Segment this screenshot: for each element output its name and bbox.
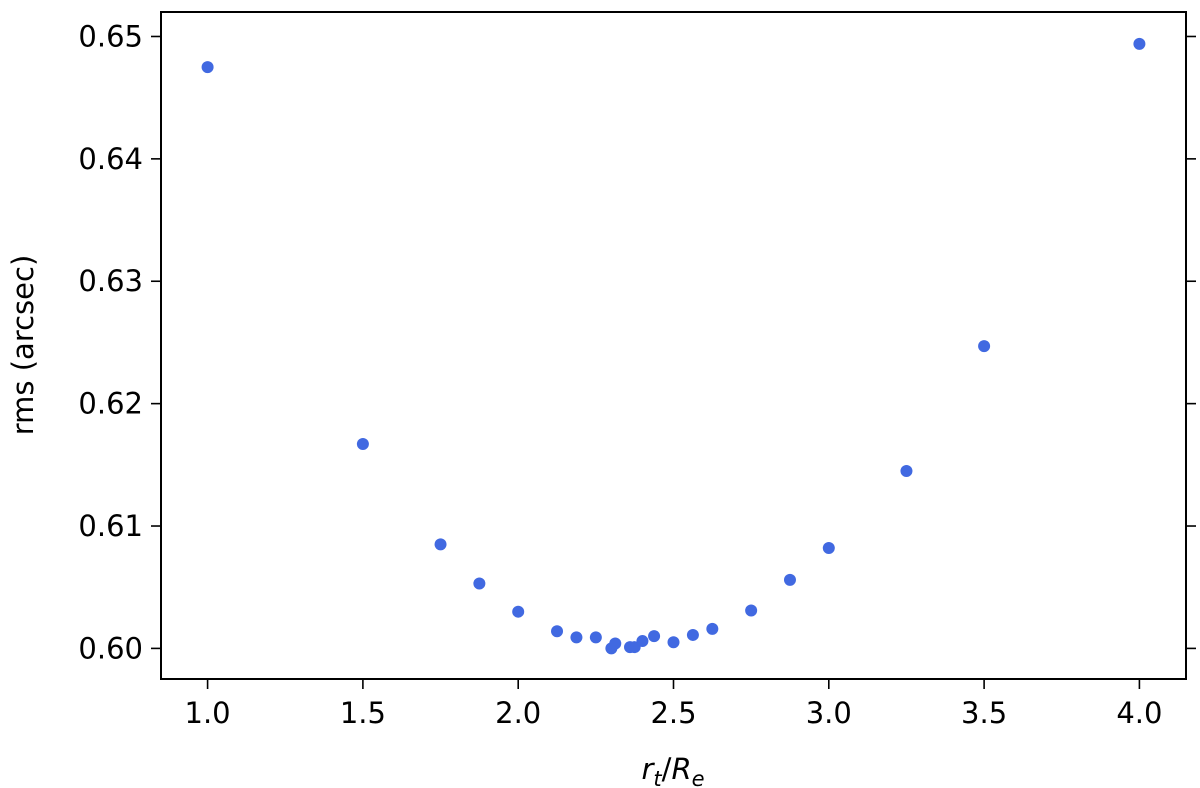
- y-axis-label: rms (arcsec): [6, 255, 40, 436]
- x-tick-label: 4.0: [1116, 696, 1162, 730]
- axis-ticks: 1.0 1.5 2.0 2.5 3.0 3.5 4.0 0.60 0.61 0.62 0.63 0.6…: [78, 19, 1196, 730]
- data-point: [201, 61, 214, 74]
- data-point: [609, 637, 622, 650]
- x-tick-label: 3.0: [806, 696, 852, 730]
- data-point: [783, 573, 796, 586]
- data-point: [551, 625, 564, 638]
- y-tick-label: 0.63: [78, 264, 143, 298]
- x-tick-label: 2.0: [495, 696, 541, 730]
- data-point: [706, 622, 719, 635]
- data-point: [686, 628, 699, 641]
- plot-frame: [160, 11, 1187, 680]
- data-point: [473, 577, 486, 590]
- data-point: [636, 635, 649, 648]
- data-point: [512, 605, 525, 618]
- data-points: [201, 37, 1146, 655]
- y-tick-label: 0.65: [78, 19, 143, 53]
- data-point: [978, 340, 991, 353]
- y-tick-label: 0.64: [78, 142, 143, 176]
- data-point: [822, 542, 835, 555]
- data-point: [745, 604, 758, 617]
- data-point: [648, 630, 661, 643]
- x-tick-label: 1.0: [185, 696, 231, 730]
- x-tick-label: 2.5: [650, 696, 696, 730]
- x-tick-label: 3.5: [961, 696, 1007, 730]
- x-tick-label: 1.5: [340, 696, 386, 730]
- x-axis-label: rt/Re: [641, 752, 704, 788]
- data-point: [570, 631, 583, 644]
- data-point: [900, 464, 913, 477]
- data-point: [356, 438, 369, 451]
- y-tick-label: 0.61: [78, 509, 143, 543]
- data-point: [434, 538, 447, 551]
- data-point: [589, 631, 602, 644]
- y-tick-label: 0.60: [78, 631, 143, 665]
- data-point: [667, 636, 680, 649]
- data-point: [1133, 37, 1146, 50]
- y-tick-label: 0.62: [78, 387, 143, 421]
